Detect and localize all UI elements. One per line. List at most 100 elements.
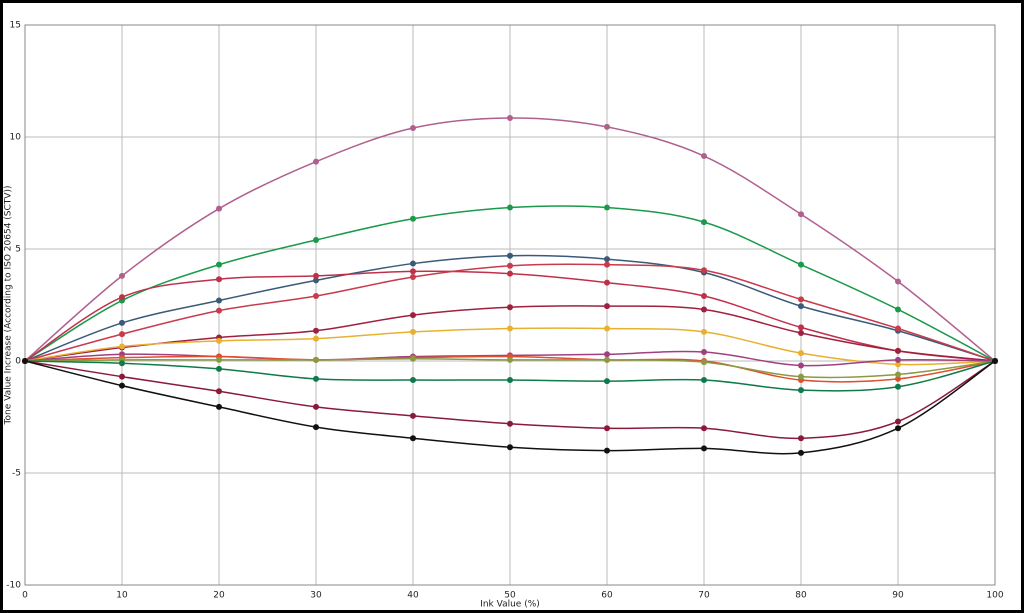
data-point [798,261,804,268]
data-point [119,360,125,367]
data-point [895,361,901,368]
data-point [119,373,125,380]
data-point [507,252,513,259]
data-point [216,276,222,283]
data-point [798,211,804,218]
x-tick-label: 20 [213,591,225,601]
data-point [604,303,610,310]
data-point [798,303,804,310]
data-point [895,375,901,382]
data-point [313,293,319,300]
data-point [119,319,125,326]
data-point [313,272,319,279]
data-point [798,350,804,357]
data-point [604,425,610,432]
data-point [216,403,222,410]
x-tick-label: 0 [22,591,28,601]
data-point [895,356,901,363]
data-point [507,304,513,311]
data-point [604,351,610,358]
data-point [701,306,707,313]
data-point [410,312,416,319]
y-tick-label: 10 [10,133,22,143]
data-point [216,205,222,212]
data-point [701,267,707,274]
data-point [410,328,416,335]
data-point [507,204,513,211]
x-tick-label: 40 [407,591,419,601]
y-tick-label: 5 [15,245,21,255]
data-point [895,371,901,378]
data-point [604,261,610,268]
data-point [895,347,901,354]
data-point [410,377,416,384]
data-point [216,356,222,363]
data-point [604,447,610,454]
data-point [701,328,707,335]
data-point [701,445,707,452]
data-point [507,270,513,277]
data-point [216,365,222,372]
x-tick-label: 10 [116,591,128,601]
data-point [798,362,804,369]
data-point [895,306,901,313]
y-axis-label: Tone Value Increase (According to ISO 20… [4,186,14,426]
data-point [119,331,125,338]
data-point [410,215,416,222]
data-point [216,261,222,268]
data-point [410,268,416,275]
data-point [604,204,610,211]
data-point [895,425,901,432]
data-point [701,359,707,366]
data-point [119,343,125,350]
data-point [798,435,804,442]
data-point [410,412,416,419]
x-tick-label: 50 [504,591,516,601]
x-tick-label: 80 [795,591,807,601]
data-point [701,425,707,432]
data-point [798,387,804,394]
plot-border [24,24,996,586]
data-point [313,237,319,244]
data-point [895,383,901,390]
data-point [798,296,804,303]
data-point [313,277,319,284]
data-point [798,330,804,336]
x-tick-label: 100 [986,591,1003,601]
data-point [410,435,416,442]
y-tick-label: 0 [15,357,21,367]
data-point [604,279,610,286]
data-point [410,355,416,362]
data-point [895,278,901,285]
data-point [507,444,513,451]
x-tick-label: 70 [698,591,710,601]
y-tick-label: 15 [10,21,21,31]
data-point [313,327,319,334]
data-point [604,356,610,363]
data-point [701,293,707,300]
data-point [895,418,901,425]
data-point [604,325,610,332]
data-point [507,420,513,427]
data-point [313,158,319,165]
y-tick-label: -5 [12,469,21,479]
data-point [604,378,610,385]
data-point [992,358,998,364]
data-point [313,375,319,382]
data-point [216,307,222,314]
data-point [701,153,707,160]
data-point [701,349,707,356]
data-point [507,377,513,384]
data-point [701,377,707,384]
data-point [216,337,222,344]
data-point [798,449,804,456]
data-point [507,356,513,363]
data-point [22,358,28,364]
data-point [604,123,610,130]
data-point [507,262,513,269]
x-axis-label: Ink Value (%) [480,600,540,610]
data-point [216,297,222,304]
data-point [410,125,416,132]
data-point [313,424,319,431]
